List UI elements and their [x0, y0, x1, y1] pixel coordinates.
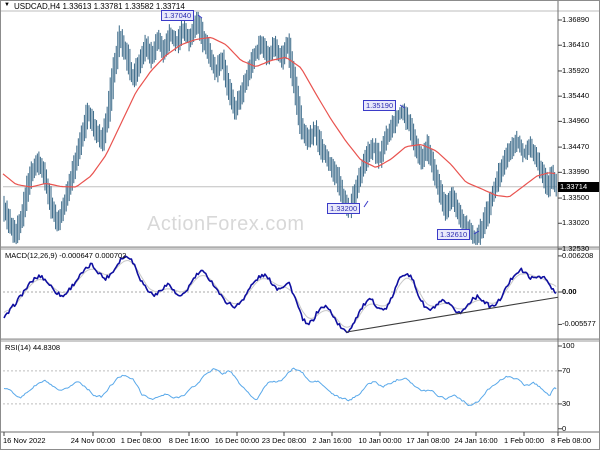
current-price-tag: 1.33714 [558, 182, 599, 192]
macd-signal-line [3, 260, 557, 328]
time-axis-label: 2 Jan 16:00 [312, 436, 352, 445]
price-axis-tick-label: 1.34470 [562, 142, 590, 151]
time-axis-label: 8 Dec 16:00 [168, 436, 210, 445]
price-axis-tick-label: 1.32530 [562, 244, 590, 253]
chart-title: USDCAD,H4 1.33613 1.33781 1.33582 1.3371… [14, 2, 185, 11]
time-axis-label: 10 Jan 00:00 [358, 436, 402, 445]
time-axis-label: 23 Dec 08:00 [261, 436, 307, 445]
price-axis-tick-label: 1.36410 [562, 40, 590, 49]
rsi-axis-tick-label: 0 [562, 424, 567, 433]
price-axis-tick-label: 1.34960 [562, 116, 590, 125]
macd-main-line [3, 255, 557, 334]
price-annotation-low[interactable]: 1.32610 [437, 229, 471, 240]
macd-axis-tick-label: 0.00 [562, 287, 577, 296]
macd-axis-tick-label: -0.005577 [562, 319, 596, 328]
macd-axis-tick-label: 0.006208 [562, 251, 594, 260]
rsi-line [3, 367, 557, 406]
symbol-timeframe: USDCAD,H4 [14, 2, 61, 11]
time-axis-label: 1 Dec 08:00 [120, 436, 162, 445]
time-axis-label: 24 Nov 00:00 [70, 436, 116, 445]
rsi-label: RSI(14) 44.8308 [5, 343, 61, 352]
macd-values: -0.000647 0.000702 [59, 251, 127, 260]
price-axis-tick-label: 1.35920 [562, 66, 590, 75]
rsi-axis-tick-label: 70 [562, 366, 571, 375]
time-axis-label: 16 Dec 00:00 [214, 436, 260, 445]
price-axis-tick-label: 1.35440 [562, 91, 590, 100]
price-axis-tick-label: 1.33500 [562, 193, 590, 202]
rsi-axis-tick-label: 100 [562, 341, 575, 350]
chart-list-toggle-icon[interactable]: ▼ [4, 2, 10, 8]
time-axis-label: 8 Feb 08:00 [550, 436, 592, 445]
time-axis-label: 24 Jan 16:00 [454, 436, 498, 445]
macd-trendline [345, 296, 559, 333]
watermark: ActionForex.com [147, 213, 305, 235]
price-axis-tick-label: 1.33020 [562, 218, 590, 227]
price-axis-tick-label: 1.33990 [562, 167, 590, 176]
macd-label: MACD(12,26,9) -0.000647 0.000702 [5, 251, 127, 260]
candlesticks [3, 11, 557, 245]
rsi-value: 44.8308 [32, 343, 61, 352]
time-axis-label: 17 Jan 08:00 [406, 436, 450, 445]
time-axis-label: 1 Feb 00:00 [503, 436, 545, 445]
price-axis-tick-label: 1.36890 [562, 15, 590, 24]
price-annotation-swing-high[interactable]: 1.35190 [363, 100, 397, 111]
ohlc-values: 1.33613 1.33781 1.33582 1.33714 [62, 2, 185, 11]
price-annotation-swing-low[interactable]: 1.33200 [327, 203, 361, 214]
moving-average-line [2, 36, 556, 198]
time-axis-label: 16 Nov 2022 [3, 436, 46, 445]
price-annotation-high[interactable]: 1.37040 [161, 10, 195, 21]
rsi-axis-tick-label: 30 [562, 399, 571, 408]
